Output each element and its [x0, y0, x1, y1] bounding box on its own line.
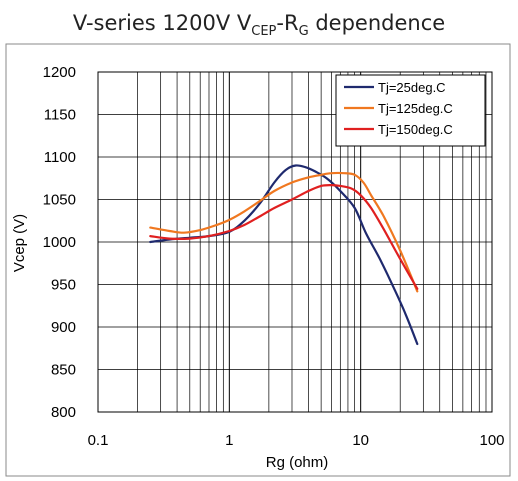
y-tick-label: 850 — [51, 362, 76, 379]
plot-area-frame — [97, 71, 493, 413]
y-axis-label: Vcep (V) — [11, 214, 28, 272]
chart-title-suffix: dependence — [309, 11, 446, 35]
legend-label-1: Tj=125deg.C — [378, 101, 453, 116]
y-tick-label: 900 — [51, 319, 76, 336]
x-tick-label: 10 — [352, 432, 369, 449]
series-line-1 — [149, 171, 419, 293]
series-line-2 — [149, 183, 419, 290]
chart-title-sub-g: G — [299, 24, 309, 39]
chart-title-sub-cep: CEP — [251, 24, 276, 39]
y-tick-label: 1100 — [44, 149, 76, 166]
legend-label-2: Tj=150deg.C — [378, 122, 453, 137]
y-tick-label: 800 — [51, 404, 76, 421]
x-tick-label: 1 — [225, 432, 233, 449]
legend: Tj=25deg.C Tj=125deg.C Tj=150deg.C — [335, 74, 486, 147]
tick-label-layer: 800 850 900 950 1000 1050 1100 1150 1200 0.1 1 10 10… — [43, 64, 505, 449]
chart-outer-border — [5, 43, 511, 477]
x-tick-label: 100 — [479, 432, 504, 449]
y-tick-label: 1050 — [43, 192, 76, 209]
x-tick-label: 0.1 — [88, 432, 109, 449]
y-tick-label: 1000 — [43, 234, 76, 251]
y-tick-label: 1200 — [43, 64, 76, 81]
chart-title-mid: -R — [276, 11, 298, 35]
y-tick-label: 1150 — [44, 107, 76, 124]
chart-title: V-series 1200V VCEP-RG dependence — [73, 11, 445, 39]
y-tick-label: 950 — [51, 277, 76, 294]
legend-items: Tj=25deg.C Tj=125deg.C Tj=150deg.C — [344, 80, 453, 137]
chart-title-prefix: V-series 1200V V — [73, 11, 252, 35]
x-axis-label: Rg (ohm) — [266, 454, 329, 471]
series-layer — [149, 164, 419, 346]
legend-label-0: Tj=25deg.C — [378, 80, 446, 95]
series-line-0 — [149, 164, 419, 346]
